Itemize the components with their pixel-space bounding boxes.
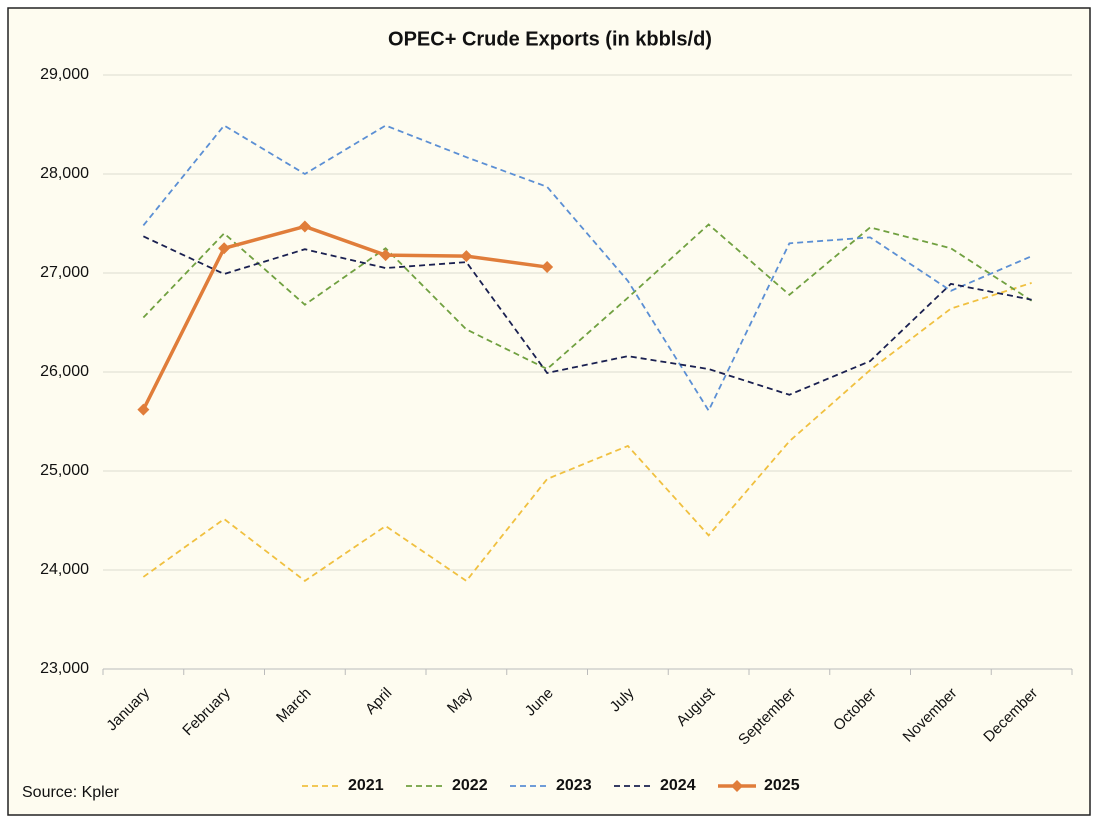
series-line xyxy=(142,235,1032,396)
series-line xyxy=(142,282,1032,583)
y-tick-label: 29,000 xyxy=(40,66,89,83)
legend-label: 2024 xyxy=(660,777,696,794)
y-tick-label: 27,000 xyxy=(40,264,89,281)
y-tick-label: 25,000 xyxy=(40,462,89,479)
y-tick-label: 23,000 xyxy=(40,660,89,677)
y-tick-label: 26,000 xyxy=(40,363,89,380)
y-tick-label: 24,000 xyxy=(40,561,89,578)
y-tick-label: 28,000 xyxy=(40,165,89,182)
series-line xyxy=(141,224,548,411)
legend-label: 2021 xyxy=(348,777,384,794)
chart-title: OPEC+ Crude Exports (in kbbls/d) xyxy=(388,28,712,50)
data-point xyxy=(218,242,231,255)
series-line xyxy=(142,124,1032,413)
source-note: Source: Kpler xyxy=(22,784,120,801)
legend-label: 2025 xyxy=(764,777,800,794)
legend-label: 2023 xyxy=(556,777,592,794)
data-point xyxy=(460,250,473,263)
data-point xyxy=(541,261,554,274)
data-point xyxy=(379,249,392,262)
data-point xyxy=(298,220,311,233)
data-point xyxy=(137,403,150,416)
legend-label: 2022 xyxy=(452,777,488,794)
legend-marker xyxy=(731,780,743,792)
series-line xyxy=(142,223,1033,371)
chart-frame xyxy=(7,7,1091,816)
